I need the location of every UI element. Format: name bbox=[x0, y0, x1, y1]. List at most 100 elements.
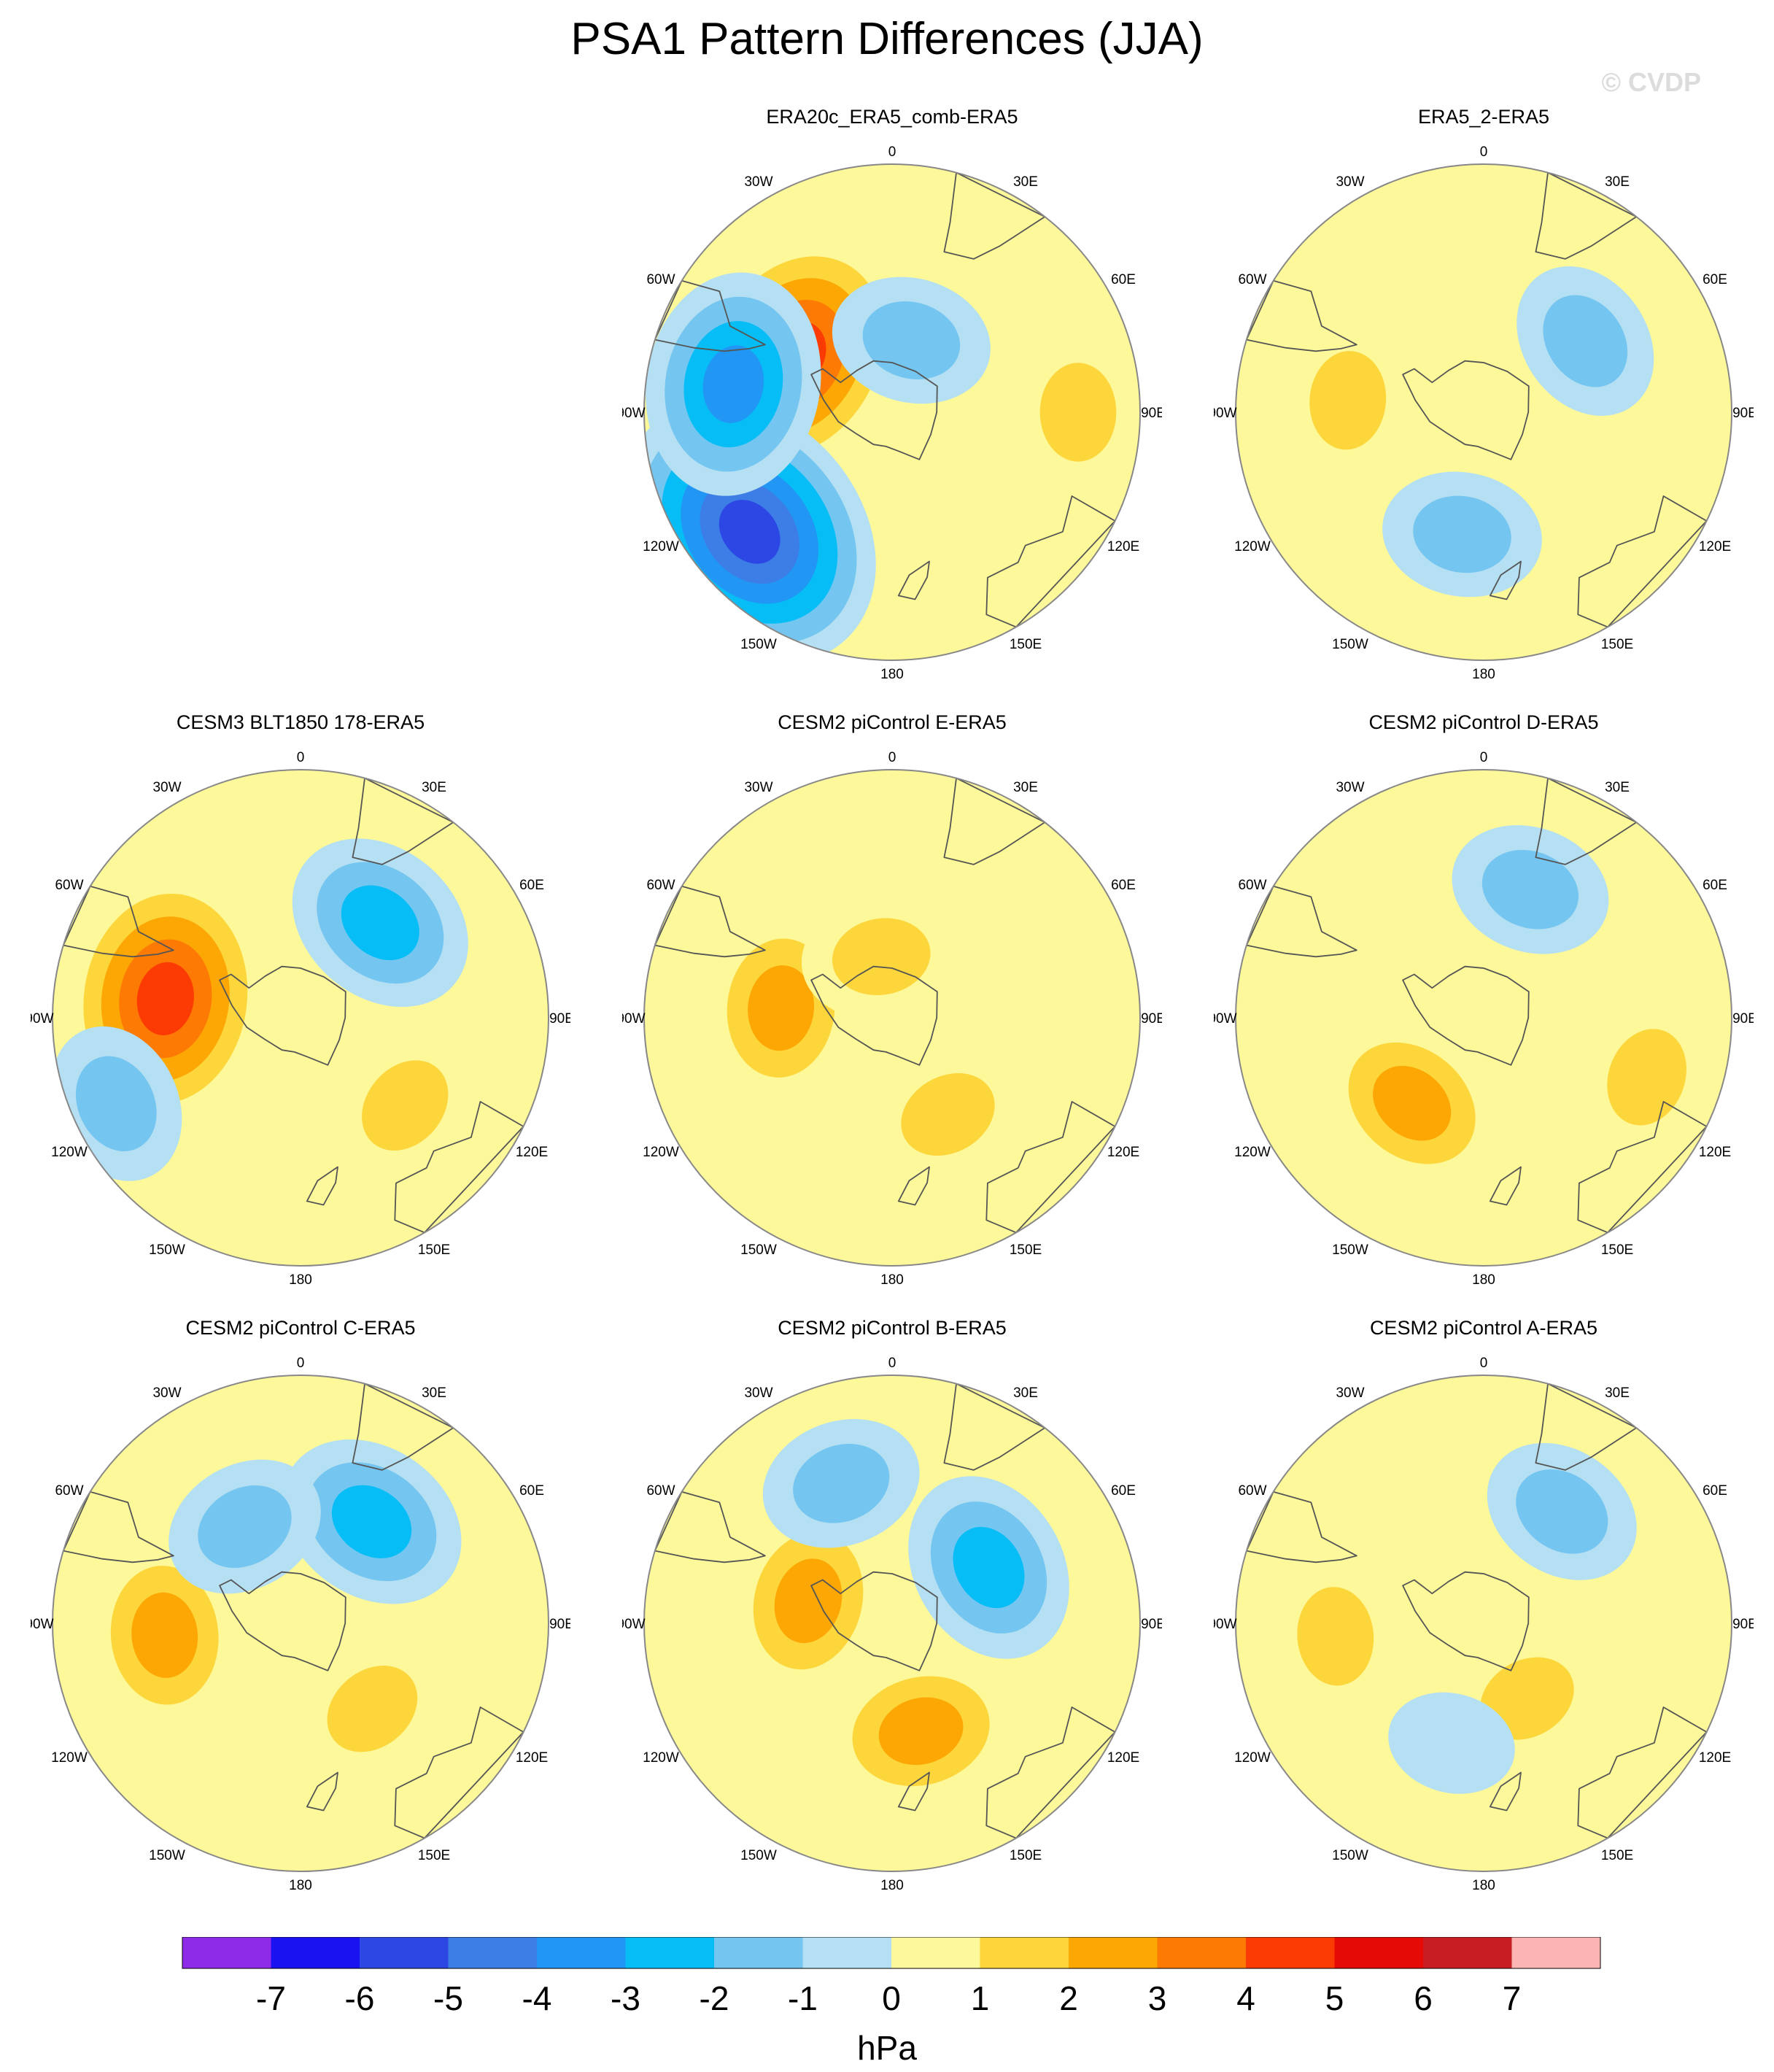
contour-blob bbox=[136, 962, 194, 1036]
colorbar-swatch bbox=[1334, 1937, 1423, 1968]
coastline bbox=[219, 965, 346, 1066]
longitude-label: 0 bbox=[888, 144, 896, 160]
map-panel: ERA5_2-ERA5 0 30E 60E 90E 120E 150E 180 150W 120… bbox=[1214, 106, 1754, 689]
longitude-label: 0 bbox=[297, 750, 305, 765]
map-panel: CESM2 piControl D-ERA5 0 30E 60E 90E 120E 150… bbox=[1214, 711, 1754, 1295]
longitude-label: 120W bbox=[51, 1750, 88, 1766]
longitude-label: 60W bbox=[646, 272, 675, 287]
contour-blob bbox=[702, 345, 764, 423]
longitude-label: 60E bbox=[519, 1483, 544, 1499]
contour-blob bbox=[198, 1485, 292, 1569]
contour-blob bbox=[878, 1697, 964, 1766]
map-border bbox=[1235, 1375, 1732, 1872]
colorbar-swatch bbox=[802, 1937, 891, 1968]
longitude-label: 180 bbox=[1472, 667, 1495, 682]
colorbar: -7 -6 -5 -4 -3 -2 -1 0 1 2 3 4 5 6 7 bbox=[182, 1937, 1601, 2017]
longitude-label: 150E bbox=[1010, 1242, 1042, 1258]
colorbar-swatch bbox=[182, 1937, 271, 1968]
colorbar-swatch bbox=[980, 1937, 1069, 1968]
colorbar-tick-label: 1 bbox=[971, 1979, 990, 2017]
polar-map: 0 30E 60E 90E 120E 150E 180 150W 120W 90W 60W 30W bbox=[1214, 1356, 1754, 1893]
longitude-label: 90W bbox=[622, 406, 646, 421]
longitude-label: 120E bbox=[1107, 1750, 1139, 1766]
longitude-label: 120E bbox=[1107, 539, 1139, 554]
longitude-label: 120W bbox=[643, 539, 679, 554]
longitude-label: 90W bbox=[1214, 1617, 1237, 1632]
coastline bbox=[1489, 1166, 1522, 1206]
longitude-label: 120W bbox=[643, 1145, 679, 1160]
longitude-label: 90W bbox=[31, 1011, 54, 1027]
contour-blob bbox=[953, 1526, 1025, 1609]
longitude-label: 30E bbox=[1013, 174, 1038, 190]
panel-title: CESM2 piControl A-ERA5 bbox=[1369, 1317, 1598, 1339]
coastline bbox=[1402, 360, 1530, 460]
longitude-label: 120W bbox=[643, 1750, 679, 1766]
longitude-label: 150E bbox=[1601, 637, 1633, 652]
longitude-label: 90E bbox=[1732, 406, 1754, 421]
longitude-label: 120E bbox=[516, 1750, 548, 1766]
contour-blob bbox=[1481, 849, 1579, 929]
contour-blob bbox=[75, 1056, 157, 1152]
map-border bbox=[643, 769, 1141, 1267]
contour-blob bbox=[1607, 1029, 1686, 1126]
contour-blob bbox=[331, 1485, 412, 1558]
coastline bbox=[810, 965, 938, 1066]
map-panel: CESM2 piControl E-ERA5 0 30E 60E 90E 120E 150… bbox=[622, 711, 1162, 1295]
coastline bbox=[985, 1101, 1116, 1234]
contour-blob bbox=[1297, 1587, 1374, 1686]
polar-map: 0 30E 60E 90E 120E 150E 180 150W 120W 90W 60W 30W bbox=[31, 1356, 570, 1893]
colorbar-tick-label: -6 bbox=[345, 1979, 375, 2017]
longitude-label: 150W bbox=[1332, 1242, 1368, 1258]
longitude-label: 60E bbox=[519, 878, 544, 893]
longitude-label: 60E bbox=[1703, 878, 1727, 893]
longitude-label: 90W bbox=[31, 1617, 54, 1632]
longitude-label: 150E bbox=[418, 1242, 450, 1258]
longitude-label: 120E bbox=[1699, 539, 1731, 554]
panel-title: CESM2 piControl B-ERA5 bbox=[778, 1317, 1007, 1339]
longitude-label: 0 bbox=[1480, 144, 1488, 160]
longitude-label: 30E bbox=[1605, 780, 1630, 795]
longitude-label: 90E bbox=[549, 1011, 570, 1027]
longitude-label: 30W bbox=[152, 780, 181, 795]
longitude-label: 30W bbox=[744, 780, 772, 795]
longitude-label: 150E bbox=[1010, 1848, 1042, 1863]
colorbar-tick-label: 0 bbox=[882, 1979, 901, 2017]
polar-map: 0 30E 60E 90E 120E 150E 180 150W 120W 90W 60W 30W bbox=[31, 750, 570, 1288]
polar-map: 0 30E 60E 90E 120E 150E 180 150W 120W 90W 60W 30W bbox=[622, 750, 1162, 1288]
polar-map: 0 30E 60E 90E 120E 150E 180 150W 120W 90W 60W 30W bbox=[1214, 750, 1754, 1288]
longitude-label: 150W bbox=[1332, 637, 1368, 652]
longitude-label: 180 bbox=[289, 1272, 312, 1288]
longitude-label: 150W bbox=[740, 637, 777, 652]
map-panel: CESM2 piControl C-ERA5 0 30E 60E 90E 120E 150… bbox=[31, 1317, 570, 1901]
colorbar-tick-label: -2 bbox=[700, 1979, 729, 2017]
coastline bbox=[1402, 1571, 1530, 1671]
coastline bbox=[306, 1771, 338, 1812]
longitude-label: 150W bbox=[149, 1242, 185, 1258]
contour-blob bbox=[862, 301, 961, 379]
colorbar-swatch bbox=[1246, 1937, 1335, 1968]
longitude-label: 90W bbox=[622, 1617, 646, 1632]
panel-title: CESM3 BLT1850 178-ERA5 bbox=[176, 711, 425, 733]
longitude-label: 180 bbox=[880, 1878, 904, 1893]
longitude-label: 0 bbox=[888, 750, 896, 765]
colorbar-swatch bbox=[448, 1937, 537, 1968]
colorbar-swatch bbox=[714, 1937, 803, 1968]
longitude-label: 120E bbox=[1107, 1145, 1139, 1160]
longitude-label: 180 bbox=[1472, 1878, 1495, 1893]
longitude-label: 150E bbox=[418, 1848, 450, 1863]
longitude-label: 30W bbox=[1336, 780, 1364, 795]
longitude-label: 120W bbox=[1234, 1145, 1271, 1160]
colorbar-swatch bbox=[1069, 1937, 1158, 1968]
longitude-label: 90E bbox=[1732, 1011, 1754, 1027]
longitude-label: 120E bbox=[1699, 1750, 1731, 1766]
longitude-label: 60E bbox=[1111, 878, 1136, 893]
coastline bbox=[897, 560, 930, 600]
longitude-label: 0 bbox=[1480, 750, 1488, 765]
polar-map: 0 30E 60E 90E 120E 150E 180 150W 120W 90W 60W 30W bbox=[1214, 144, 1754, 682]
panel-title: ERA5_2-ERA5 bbox=[1417, 106, 1550, 128]
colorbar-swatch bbox=[537, 1937, 626, 1968]
longitude-label: 30W bbox=[744, 1385, 772, 1401]
colorbar-tick-label: -5 bbox=[433, 1979, 463, 2017]
longitude-label: 180 bbox=[289, 1878, 312, 1893]
colorbar-tick-label: 5 bbox=[1325, 1979, 1344, 2017]
